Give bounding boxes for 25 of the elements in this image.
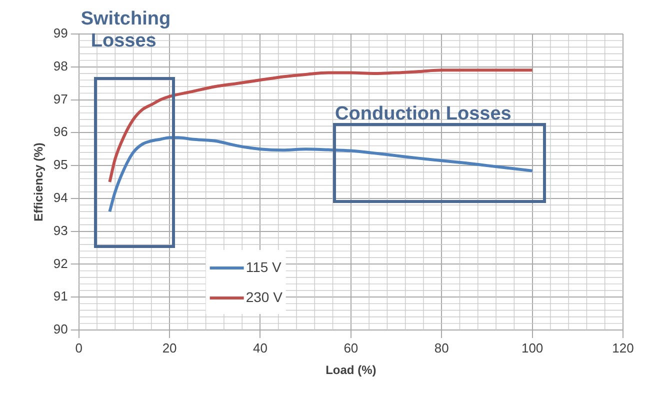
y-tick-label: 93 xyxy=(53,222,68,238)
y-tick-label: 98 xyxy=(53,58,68,74)
y-tick-label: 92 xyxy=(53,256,68,271)
annotation: Conduction Losses xyxy=(335,103,512,124)
y-tick-label: 97 xyxy=(53,91,68,106)
x-tick-label: 80 xyxy=(434,340,449,356)
x-tick-label: 40 xyxy=(253,340,268,356)
legend-label: 115 V xyxy=(246,258,282,275)
x-tick-label: 60 xyxy=(344,340,358,356)
x-axis-title: Load (%) xyxy=(326,363,376,378)
y-tick-label: 95 xyxy=(53,157,68,172)
x-tick-label: 0 xyxy=(75,340,82,356)
y-tick-label: 94 xyxy=(53,190,68,206)
line-series xyxy=(108,68,534,184)
y-tick-label: 99 xyxy=(53,26,68,41)
y-tick-label: 91 xyxy=(53,288,68,304)
y-axis-title: Efficiency (%) xyxy=(32,142,46,222)
y-tick-label: 96 xyxy=(53,124,68,140)
annotation: Switching Losses xyxy=(80,8,171,52)
y-tick-label: 90 xyxy=(53,322,68,337)
legend-label: 230 V xyxy=(246,288,284,305)
line-series xyxy=(108,136,534,214)
x-tick-label: 120 xyxy=(612,340,634,356)
x-tick-label: 100 xyxy=(521,340,544,356)
x-tick-label: 20 xyxy=(162,340,177,356)
